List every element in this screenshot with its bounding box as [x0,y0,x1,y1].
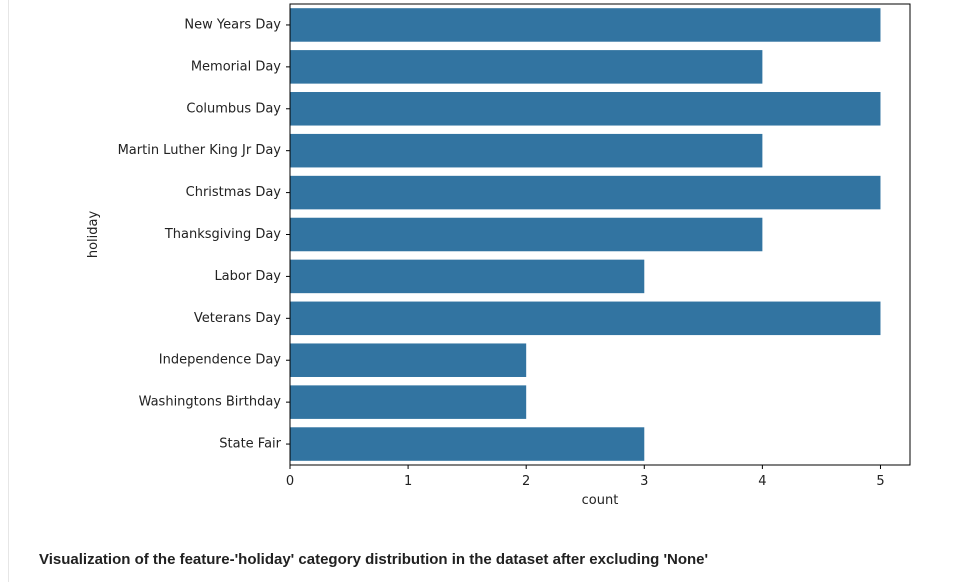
y-axis-label: holiday [86,211,101,259]
x-axis-label: count [582,493,619,508]
bar-memorial-day [290,50,763,84]
y-tick-labels: New Years Day Memorial Day Columbus Day Mar… [118,17,290,452]
y-tick-label: Christmas Day [186,185,282,200]
y-tick-label: State Fair [219,437,281,452]
x-tick-label: 1 [404,474,412,489]
chart-caption: Visualization of the feature-'holiday' c… [39,551,709,568]
plot-frame [289,3,911,466]
bar-veterans-day [290,301,881,336]
bar-washingtons-birthday [290,385,527,419]
y-tick-label: Memorial Day [191,59,281,74]
x-tick-label: 5 [876,474,884,489]
y-tick-label: Veterans Day [194,311,281,326]
holiday-count-bar-chart: New Years Day Memorial Day Columbus Day Mar… [86,3,911,508]
bar-new-years-day [290,8,881,42]
y-tick-label: Labor Day [214,269,281,284]
bars-group [290,8,881,461]
y-tick-label: Martin Luther King Jr Day [118,143,282,158]
x-tick-label: 4 [758,474,766,489]
bar-martin-luther-king-jr-day [290,133,763,168]
x-tick-label: 3 [640,474,648,489]
y-tick-label: Independence Day [159,353,282,368]
y-tick-label: Columbus Day [186,101,281,116]
y-tick-label: Washingtons Birthday [139,395,282,410]
x-tick-label: 2 [522,474,530,489]
bar-christmas-day [290,175,881,210]
bar-columbus-day [290,92,881,126]
bar-labor-day [290,259,645,294]
bar-independence-day [290,343,527,377]
y-tick-label: New Years Day [184,17,281,32]
bar-state-fair [290,427,645,461]
x-tick-label: 0 [286,474,294,489]
x-ticks: 0 1 2 3 4 5 [286,465,885,489]
y-tick-label: Thanksgiving Day [164,227,281,242]
bar-thanksgiving-day [290,217,763,252]
cell-left-border [8,0,9,582]
